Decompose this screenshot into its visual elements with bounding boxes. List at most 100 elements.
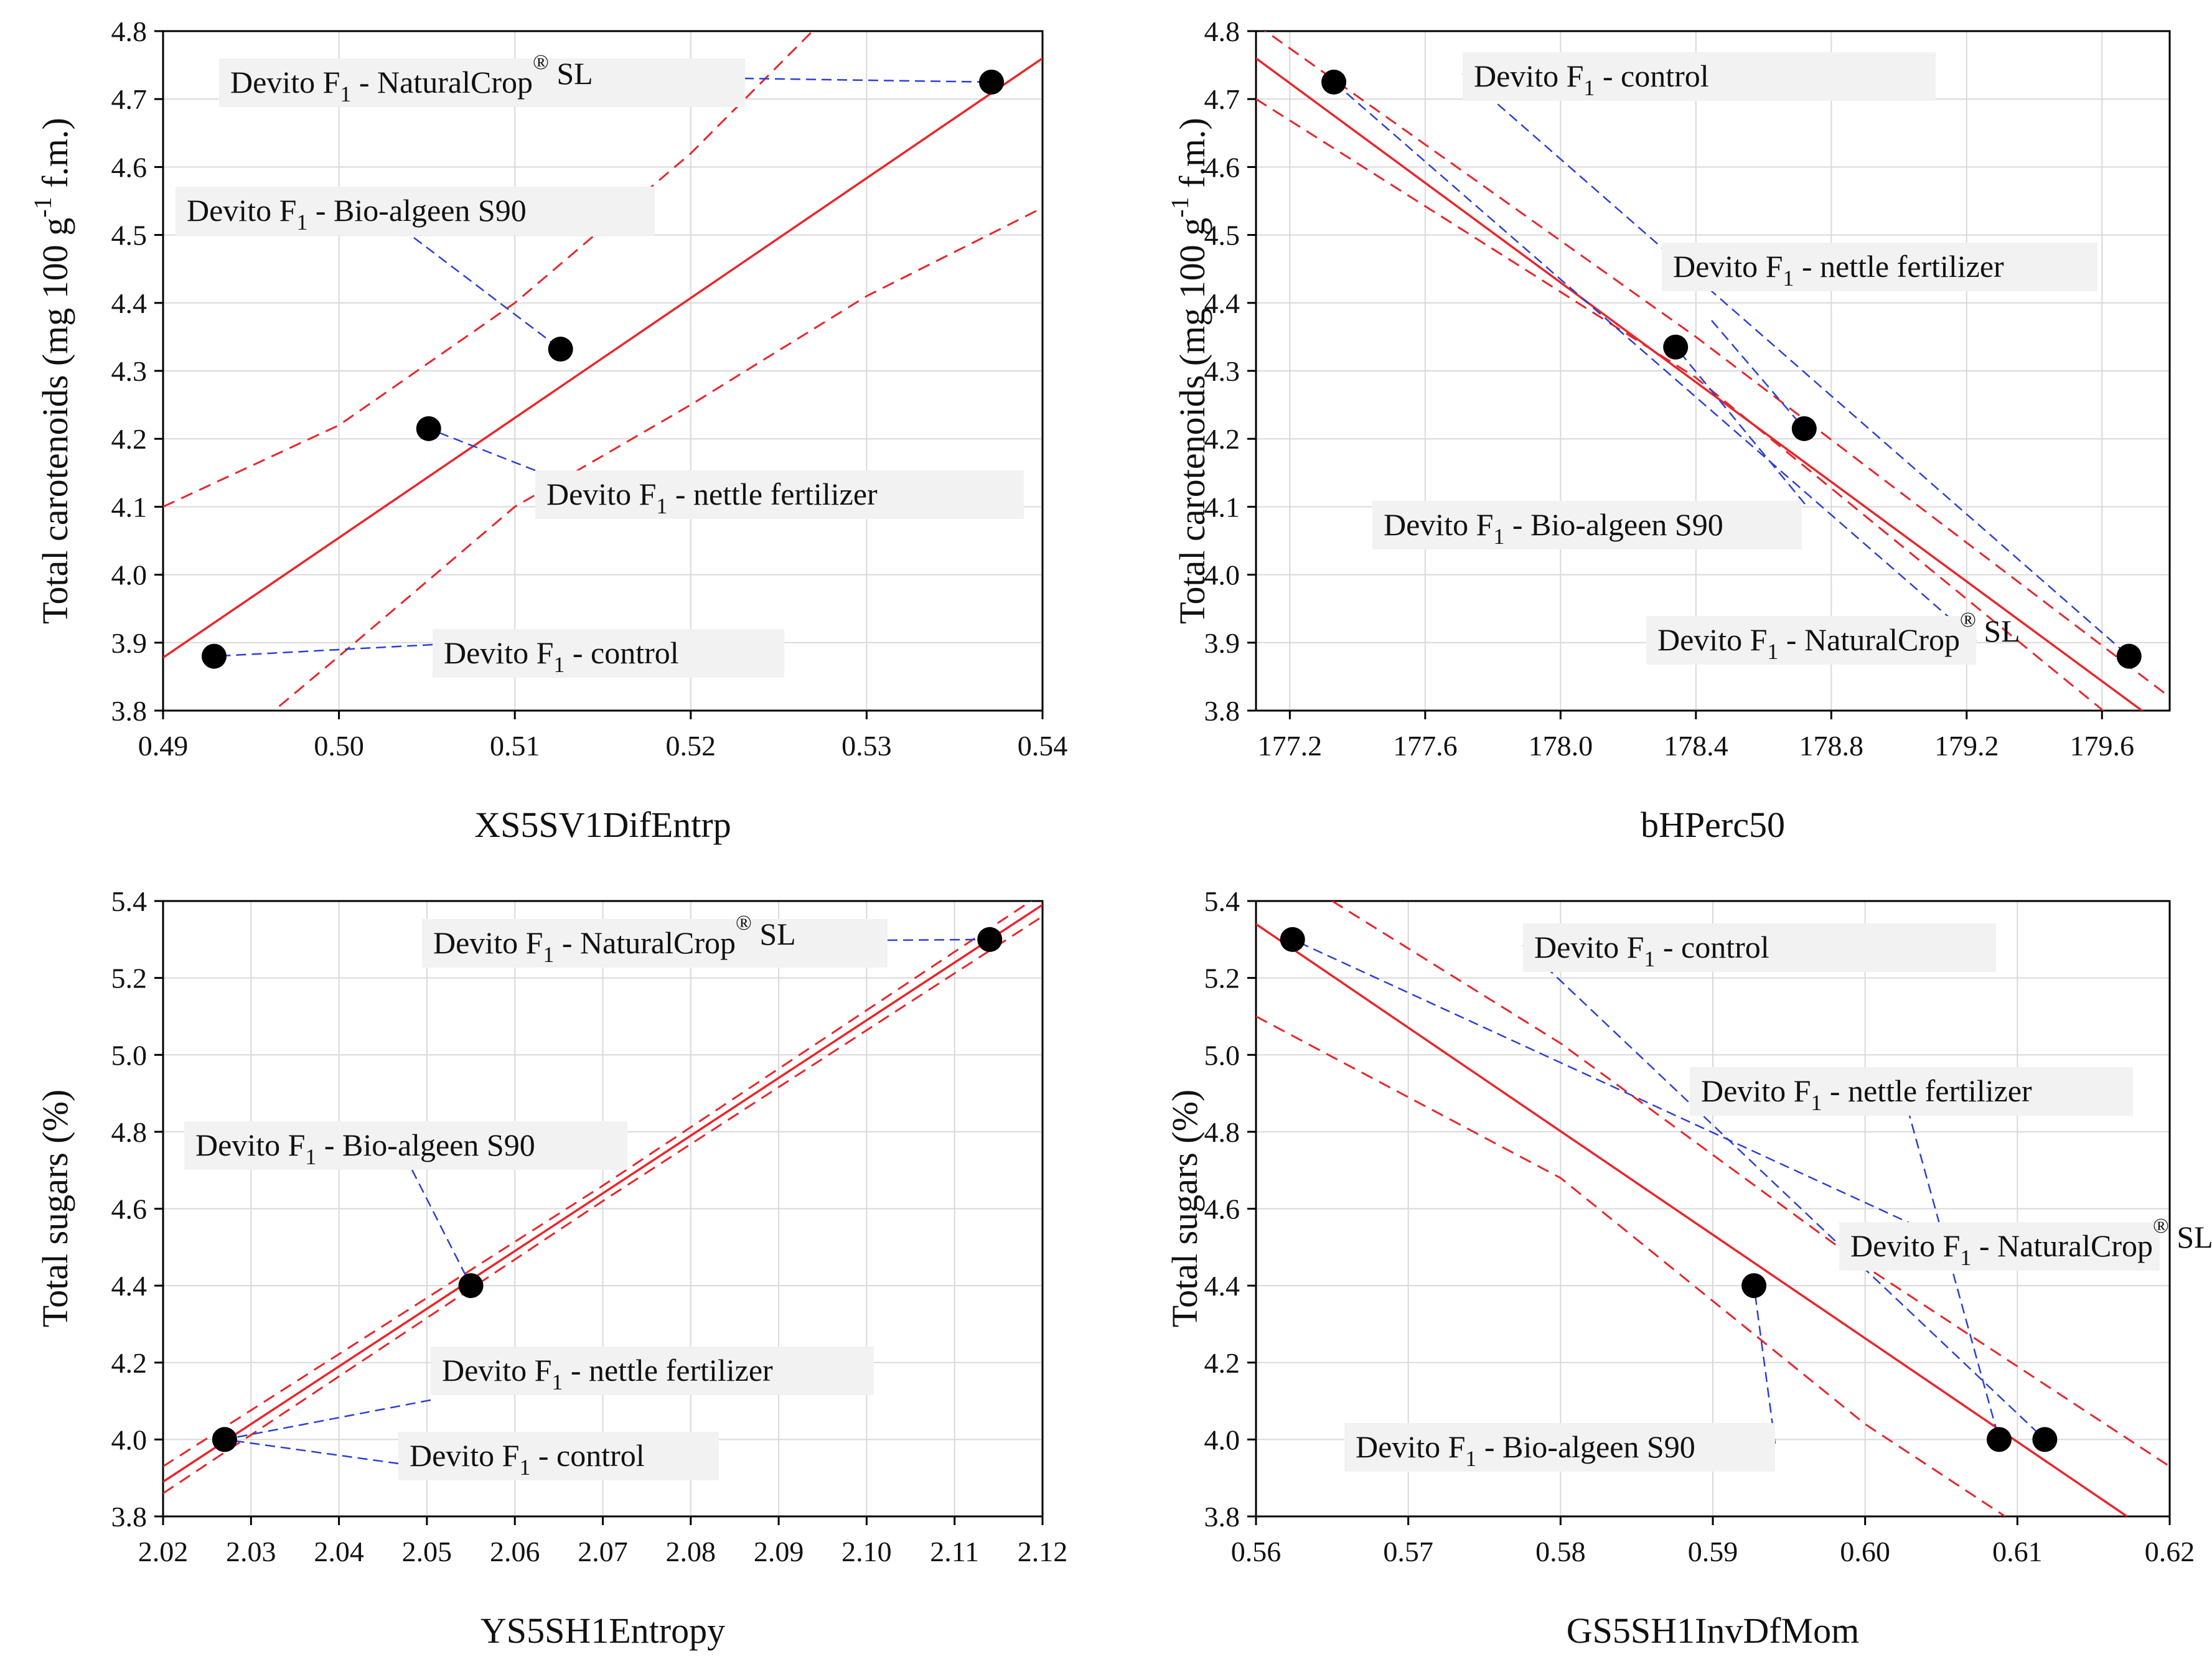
annotation-label: Devito F1 - control [1474, 58, 1709, 100]
y-axis-label: Total sugars (%) [1165, 1090, 1205, 1328]
y-tick-label: 3.9 [111, 627, 148, 659]
x-tick-label: 2.10 [841, 1536, 892, 1567]
y-tick-label: 4.8 [1204, 16, 1240, 47]
annotation-leader-line [413, 237, 561, 350]
regression-lines [1256, 31, 2170, 711]
regression-fit-line [163, 904, 1043, 1483]
annotation-label: Devito F1 - nettle fertilizer [1673, 249, 2004, 291]
x-tick-label: 177.6 [1393, 730, 1458, 762]
x-tick-label: 0.50 [314, 730, 364, 762]
y-tick-label: 5.0 [1204, 1039, 1240, 1071]
x-axis-label: YS5SH1Entropy [480, 1610, 725, 1651]
y-tick-label: 4.3 [1204, 355, 1240, 387]
annotation-label: Devito F1 - NaturalCrop® SL [1657, 609, 2020, 664]
annotation-label-box [535, 470, 1024, 519]
confidence-band-upper [1331, 901, 2170, 1467]
regression-lines [1256, 901, 2170, 1516]
y-tick-label: 4.0 [1204, 1424, 1240, 1455]
x-tick-label: 2.05 [402, 1536, 452, 1567]
annotation-label-box [219, 58, 745, 107]
data-point [1280, 927, 1305, 952]
x-tick-label: 2.07 [578, 1536, 628, 1567]
data-point [2116, 643, 2142, 669]
y-tick-label: 4.6 [1204, 1193, 1240, 1225]
y-tick-label: 4.1 [1204, 491, 1240, 523]
x-axis-label: bHPerc50 [1641, 805, 1785, 845]
y-tick-label: 4.5 [111, 220, 148, 251]
x-tick-label: 179.2 [1934, 730, 1999, 762]
data-point [1986, 1427, 2012, 1452]
x-tick-label: 0.56 [1231, 1536, 1282, 1567]
x-tick-label: 0.62 [2145, 1536, 2195, 1567]
x-tick-label: 2.02 [138, 1536, 189, 1567]
annotation-leader-line [1711, 320, 1805, 429]
x-tick-label: 178.8 [1799, 730, 1864, 762]
regression-fit-line [163, 57, 1043, 659]
y-tick-label: 3.8 [1204, 1501, 1240, 1533]
data-point [979, 69, 1005, 95]
data-point [1741, 1273, 1767, 1299]
annotation-label: Devito F1 - Bio-algeen S90 [1384, 507, 1723, 549]
y-tick-label: 5.2 [1204, 963, 1240, 994]
y-tick-label: 5.4 [1204, 885, 1240, 917]
annotation-leader-line [224, 1399, 431, 1441]
y-tick-label: 4.2 [1204, 423, 1240, 455]
annotation-label-box [431, 1347, 874, 1395]
x-tick-label: 0.51 [490, 730, 540, 762]
annotation-leader-line [1462, 73, 2130, 657]
y-tick-label: 4.7 [111, 83, 148, 115]
x-tick-label: 178.4 [1664, 730, 1728, 762]
annotation-label: Devito F1 - Bio-algeen S90 [195, 1128, 535, 1169]
data-point [201, 643, 227, 669]
annotation-label-box [1344, 1423, 1775, 1472]
annotation-label-box [433, 629, 784, 678]
annotation-label-box [1523, 923, 1996, 972]
data-point [458, 1273, 484, 1299]
y-tick-label: 4.7 [1204, 83, 1240, 115]
data-point [2032, 1427, 2058, 1452]
confidence-band-upper [163, 901, 1033, 1467]
y-tick-label: 4.2 [111, 423, 148, 455]
y-tick-label: 4.0 [1204, 559, 1240, 591]
x-tick-label: 2.08 [666, 1536, 716, 1567]
annotation-label: Devito F1 - Bio-algeen S90 [187, 193, 527, 235]
y-axis-label: Total carotenoids (mg 100 g-1 f.m.) [29, 118, 75, 624]
data-point [548, 337, 573, 362]
annotation-label-box [1463, 52, 1936, 101]
annotation-leader-line [411, 1169, 472, 1286]
y-tick-label: 4.4 [111, 1270, 148, 1302]
x-tick-label: 0.57 [1383, 1536, 1433, 1567]
annotation-label-box [1372, 501, 1802, 549]
annotation-leader-line [1753, 1285, 1776, 1444]
y-tick-label: 4.8 [111, 1116, 148, 1148]
x-tick-label: 0.61 [1992, 1536, 2043, 1567]
confidence-band-lower [1256, 1016, 2006, 1516]
annotation-leader-line [213, 643, 433, 657]
y-tick-label: 4.3 [111, 355, 148, 387]
y-tick-label: 4.2 [1204, 1347, 1240, 1379]
annotation-label-box [1662, 243, 2097, 291]
y-tick-label: 4.0 [111, 559, 148, 591]
x-tick-label: 2.06 [490, 1536, 540, 1567]
x-tick-label: 2.11 [930, 1536, 979, 1567]
y-tick-label: 5.0 [111, 1039, 148, 1071]
x-tick-label: 0.53 [841, 730, 892, 762]
annotation-label: Devito F1 - control [410, 1438, 645, 1480]
y-axis-label: Total carotenoids (mg 100 g-1 f.m.) [1166, 118, 1212, 624]
y-tick-label: 4.4 [1204, 287, 1240, 319]
data-point [416, 416, 441, 441]
annotation-label-box [1839, 1222, 2160, 1271]
annotation-label: Devito F1 - NaturalCrop® SL [1850, 1215, 2212, 1270]
annotation-leader-line [1675, 346, 1806, 505]
confidence-band-lower [272, 207, 1043, 711]
annotation-label-box [398, 1432, 719, 1480]
panel-carotenoids-bhperc50: 177.2 177.6 178.0 178.4 178.8 179.2 179.6 3.8 3.… [1166, 16, 2171, 845]
y-tick-label: 5.4 [111, 885, 148, 917]
annotation-label: Devito F1 - NaturalCrop® SL [230, 51, 593, 106]
annotation-label-box [184, 1121, 627, 1170]
y-tick-label: 4.6 [111, 151, 148, 183]
y-tick-label: 4.5 [1204, 220, 1240, 251]
y-tick-label: 5.2 [111, 963, 148, 994]
annotation-label: Devito F1 - Bio-algeen S90 [1356, 1429, 1695, 1471]
